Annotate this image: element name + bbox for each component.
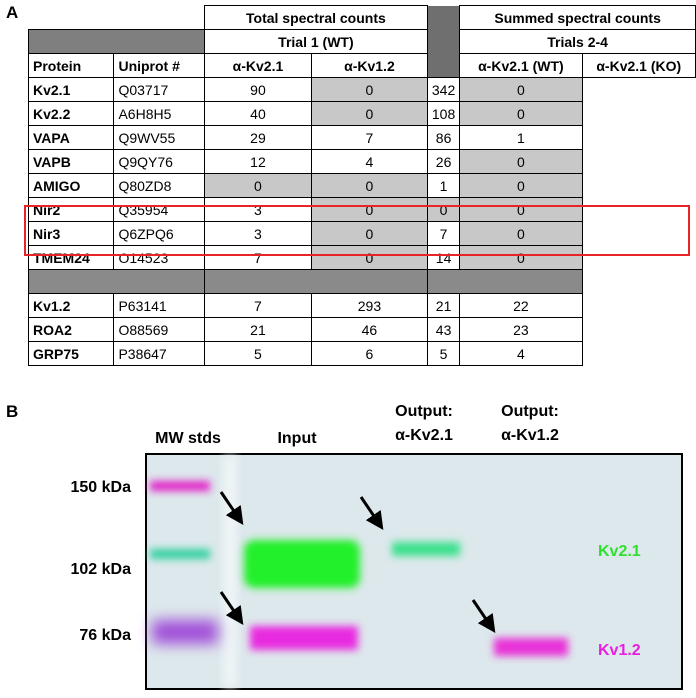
band xyxy=(152,620,218,644)
cell: 40 xyxy=(203,101,312,126)
cell: 0 xyxy=(459,77,583,102)
cell: 0 xyxy=(459,101,583,126)
cell: P63141 xyxy=(113,293,205,318)
cell: 23 xyxy=(459,317,583,342)
cell: 26 xyxy=(426,149,461,174)
cell: 0 xyxy=(203,173,312,198)
group-subtitle: Trial 1 (WT) xyxy=(203,29,428,54)
header-fill xyxy=(28,29,205,54)
cell: Q80ZD8 xyxy=(113,173,205,198)
marker-label: 150 kDa xyxy=(71,479,132,496)
cell: 0 xyxy=(459,221,583,246)
marker-label: 102 kDa xyxy=(71,561,132,578)
cell: O88569 xyxy=(113,317,205,342)
group-subtitle: Trials 2-4 xyxy=(459,29,696,54)
cell: A6H8H5 xyxy=(113,101,205,126)
cell: 21 xyxy=(203,317,312,342)
cell: Kv1.2 xyxy=(27,293,115,318)
panel-label: A xyxy=(6,3,19,22)
column-header-row: Protein Uniprot # α-Kv2.1 α-Kv1.2 α-Kv2.1 (W… xyxy=(27,53,696,78)
cell: 12 xyxy=(203,149,312,174)
cell: 0 xyxy=(310,173,428,198)
cell: 4 xyxy=(459,341,583,366)
lane-label: α-Kv1.2 xyxy=(501,427,559,444)
row: VAPB Q9QY76 12 4 26 0 xyxy=(27,149,696,174)
row: Kv2.2 A6H8H5 40 0 108 0 xyxy=(27,101,696,126)
highlight-box xyxy=(24,205,690,256)
band xyxy=(494,638,568,656)
cell: AMIGO xyxy=(27,173,115,198)
cell: 0 xyxy=(426,197,461,222)
row: Nir3 Q6ZPQ6 3 0 7 0 xyxy=(27,221,696,246)
cell: 0 xyxy=(459,245,583,270)
cell: P38647 xyxy=(113,341,205,366)
cell: 0 xyxy=(310,101,428,126)
cell: 0 xyxy=(310,77,428,102)
row: AMIGO Q80ZD8 0 0 1 0 xyxy=(27,173,696,198)
cell: 342 xyxy=(426,77,461,102)
arrows xyxy=(219,491,496,633)
cell: Q03717 xyxy=(113,77,205,102)
streak xyxy=(223,456,237,687)
row: GRP75 P38647 5 6 5 4 xyxy=(27,341,696,366)
cell: Q9WV55 xyxy=(113,125,205,150)
cell: Kv2.1 xyxy=(27,77,115,102)
lane-label: Output: xyxy=(501,403,559,420)
cell: α-Kv2.1 xyxy=(203,53,312,78)
row: ROA2 O88569 21 46 43 23 xyxy=(27,317,696,342)
cell: 4 xyxy=(310,149,428,174)
cell: O14523 xyxy=(113,245,205,270)
cell: α-Kv2.1 (WT) xyxy=(459,53,583,78)
cell: Protein xyxy=(27,53,115,78)
divider xyxy=(426,5,461,78)
cell: 5 xyxy=(426,341,461,366)
cell: 1 xyxy=(459,125,583,150)
lane-label: Input xyxy=(277,430,317,447)
cell: 3 xyxy=(203,221,312,246)
cell: 0 xyxy=(310,197,428,222)
cell: α-Kv1.2 xyxy=(310,53,428,78)
cell xyxy=(426,269,583,294)
row: Kv2.1 Q03717 90 0 342 0 xyxy=(27,77,696,102)
cell: Q6ZPQ6 xyxy=(113,221,205,246)
band xyxy=(150,481,210,491)
cell: VAPB xyxy=(27,149,115,174)
row: Kv1.2 P63141 7 293 21 22 xyxy=(27,293,696,318)
lane-label: MW stds xyxy=(155,430,221,447)
cell: α-Kv2.1 (KO) xyxy=(581,53,696,78)
marker-label: 76 kDa xyxy=(79,627,131,644)
spectral-table: Total spectral counts Summed spectral co… xyxy=(27,5,696,366)
cell: 43 xyxy=(426,317,461,342)
band xyxy=(392,542,460,556)
cell: 0 xyxy=(459,149,583,174)
cell: TMEM24 xyxy=(27,245,115,270)
cell: 5 xyxy=(203,341,312,366)
cell: 90 xyxy=(203,77,312,102)
panel-label: B xyxy=(6,402,19,421)
cell: VAPA xyxy=(27,125,115,150)
band-label: Kv1.2 xyxy=(598,642,641,659)
band xyxy=(250,626,358,650)
cell: GRP75 xyxy=(27,341,115,366)
cell: 0 xyxy=(310,221,428,246)
band xyxy=(150,549,210,559)
cell: 108 xyxy=(426,101,461,126)
band xyxy=(244,540,360,588)
cell: Uniprot # xyxy=(113,53,205,78)
group-title: Total spectral counts xyxy=(203,5,428,30)
cell: 6 xyxy=(310,341,428,366)
cell: Q9QY76 xyxy=(113,149,205,174)
band-label: Kv2.1 xyxy=(598,543,641,560)
cell: 7 xyxy=(203,293,312,318)
group-title: Summed spectral counts xyxy=(459,5,696,30)
cell: 3 xyxy=(203,197,312,222)
lane-label: Output: xyxy=(395,403,453,420)
cell: 7 xyxy=(426,221,461,246)
cell: 29 xyxy=(203,125,312,150)
cell: 0 xyxy=(310,245,428,270)
lane-label: α-Kv2.1 xyxy=(395,427,453,444)
